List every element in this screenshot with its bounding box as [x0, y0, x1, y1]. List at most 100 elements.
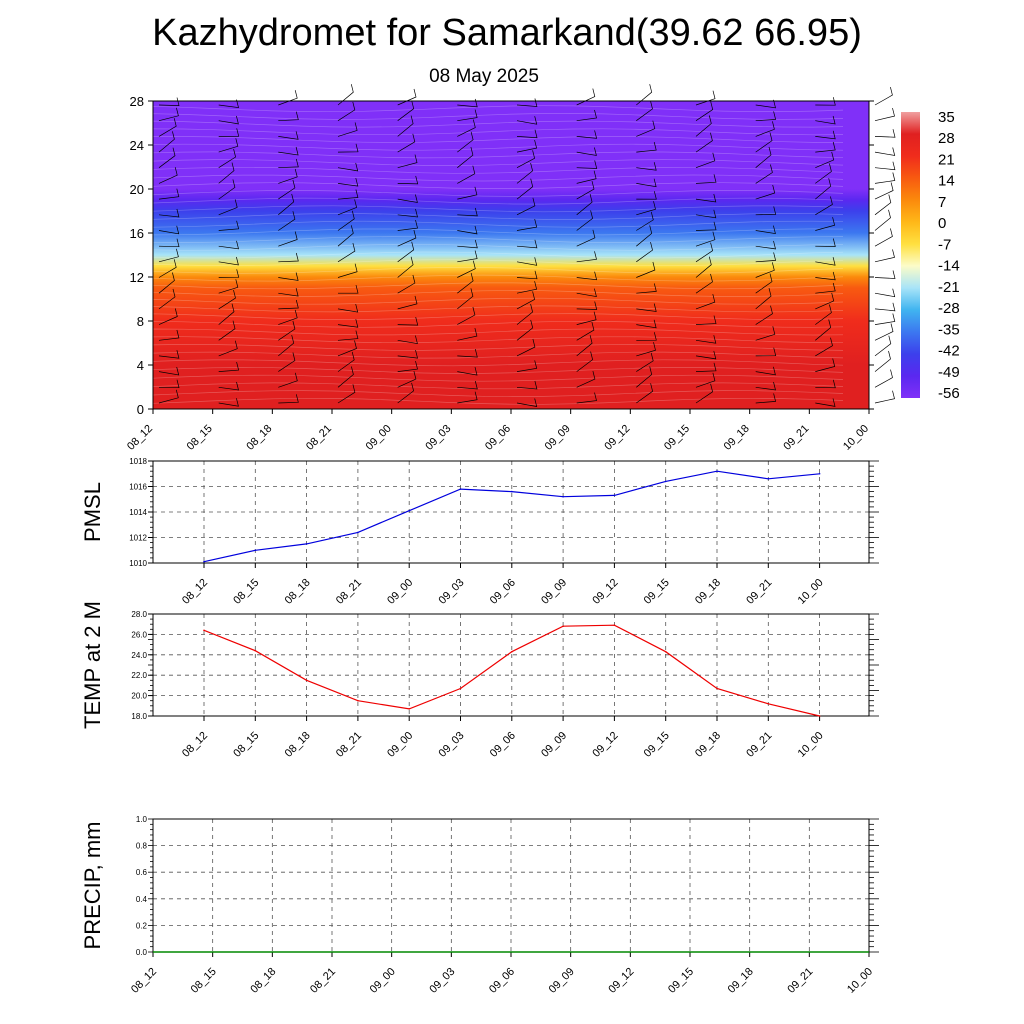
wind-barb [695, 115, 712, 137]
wind-barb [815, 319, 832, 341]
colorbar-label: -42 [938, 343, 960, 360]
wind-barb [158, 379, 180, 389]
wind-barb [695, 231, 716, 247]
wind-barb [218, 320, 236, 341]
wind-barb [337, 319, 359, 328]
wind-barb [397, 88, 417, 106]
wind-barb [576, 271, 598, 281]
x-tick-label: 08_18 [283, 577, 313, 607]
wind-barb [636, 178, 657, 188]
wind-barb [278, 158, 299, 169]
wind-barb [337, 189, 359, 200]
data-point [459, 687, 462, 690]
x-tick-label: 09_03 [423, 423, 453, 453]
wind-barb [397, 382, 414, 404]
temp-axis-label: TEMP at 2 M [80, 601, 105, 729]
wind-barb [695, 372, 716, 388]
wind-barb [815, 130, 836, 140]
wind-barb [755, 262, 775, 278]
x-tick-label: 09_15 [642, 577, 672, 607]
wind-barb [695, 242, 713, 263]
wind-barb [397, 100, 415, 121]
wind-barb [218, 162, 235, 184]
x-tick-label: 08_15 [185, 423, 215, 453]
wind-barb [516, 398, 538, 407]
wind-barb [874, 302, 896, 312]
x-tick-label: 08_12 [180, 730, 210, 760]
wind-barb [516, 281, 538, 294]
x-tick-label: 09_15 [642, 730, 672, 760]
wind-barb [815, 282, 836, 294]
wind-barb [158, 308, 178, 325]
isotherm-contour [152, 351, 844, 359]
wind-barb [755, 184, 776, 200]
wind-barb [755, 132, 773, 153]
colorbar-ramp [901, 112, 920, 398]
x-tick-label: 10_00 [841, 423, 871, 453]
wind-barb [695, 221, 717, 231]
wind-barb [278, 272, 299, 281]
colorbar: 35 28 21 14 7 0 -7 -14 -21 -28 -35 -42 -49 -56 [901, 109, 960, 402]
isotherm-contour [152, 274, 844, 282]
x-tick-label: 09_21 [781, 423, 811, 453]
colorbar-label: 14 [938, 173, 955, 190]
wind-barb [695, 193, 717, 203]
wind-barb [695, 362, 717, 372]
x-tick-label: 09_18 [693, 577, 723, 607]
wind-barb [397, 256, 414, 278]
wind-barb [815, 292, 835, 310]
wind-barb [636, 342, 656, 357]
wind-barb [576, 210, 593, 231]
x-tick-label: 10_00 [845, 966, 875, 996]
wind-barb [874, 270, 896, 279]
wind-barb [397, 220, 418, 231]
wind-barb [874, 194, 892, 216]
wind-barb [457, 391, 478, 404]
wind-barb [337, 210, 355, 231]
wind-barb [815, 196, 833, 216]
data-point [818, 472, 821, 475]
wind-barb [457, 186, 478, 200]
wind-barb [218, 99, 239, 109]
x-tick-label: 09_00 [368, 966, 398, 996]
wind-barb [397, 371, 417, 388]
y-tick-label: 24 [130, 138, 144, 153]
isotherm-contour [152, 359, 844, 367]
wind-barb [636, 283, 657, 294]
isotherm-contour [152, 166, 844, 174]
panel-frame [152, 613, 870, 717]
wind-barb [278, 309, 298, 325]
x-tick-label: 09_21 [744, 577, 774, 607]
wind-barb [278, 90, 298, 106]
isotherm-contour [152, 159, 844, 166]
wind-barb [576, 147, 597, 156]
wind-barb [636, 383, 653, 404]
wind-barb [516, 380, 538, 390]
wind-barb [695, 101, 714, 121]
x-tick-label: 08_18 [244, 423, 274, 453]
wind-barb [457, 131, 474, 153]
wind-barb [278, 231, 298, 247]
wind-barb [576, 130, 598, 139]
wind-barb [516, 303, 533, 325]
wind-barb [457, 109, 478, 122]
wind-barb [218, 199, 238, 216]
wind-barb [755, 273, 773, 294]
x-tick-label: 09_06 [483, 423, 513, 453]
wind-barb [815, 115, 836, 125]
isotherm-contour [152, 190, 844, 197]
y-tick-label: 1010 [129, 559, 147, 568]
data-point [408, 708, 411, 710]
wind-barb [576, 288, 597, 298]
wind-barb [576, 109, 597, 122]
wind-barb [755, 146, 772, 168]
wind-barb [337, 340, 357, 357]
y-tick-label: 0.8 [136, 842, 148, 851]
y-tick-label: 0.6 [136, 868, 148, 877]
wind-barb [815, 178, 832, 200]
wind-barb [278, 299, 299, 310]
x-tick-label: 09_12 [602, 423, 632, 453]
wind-barb [516, 162, 533, 184]
wind-barb [516, 140, 538, 153]
wind-barb [158, 225, 180, 235]
